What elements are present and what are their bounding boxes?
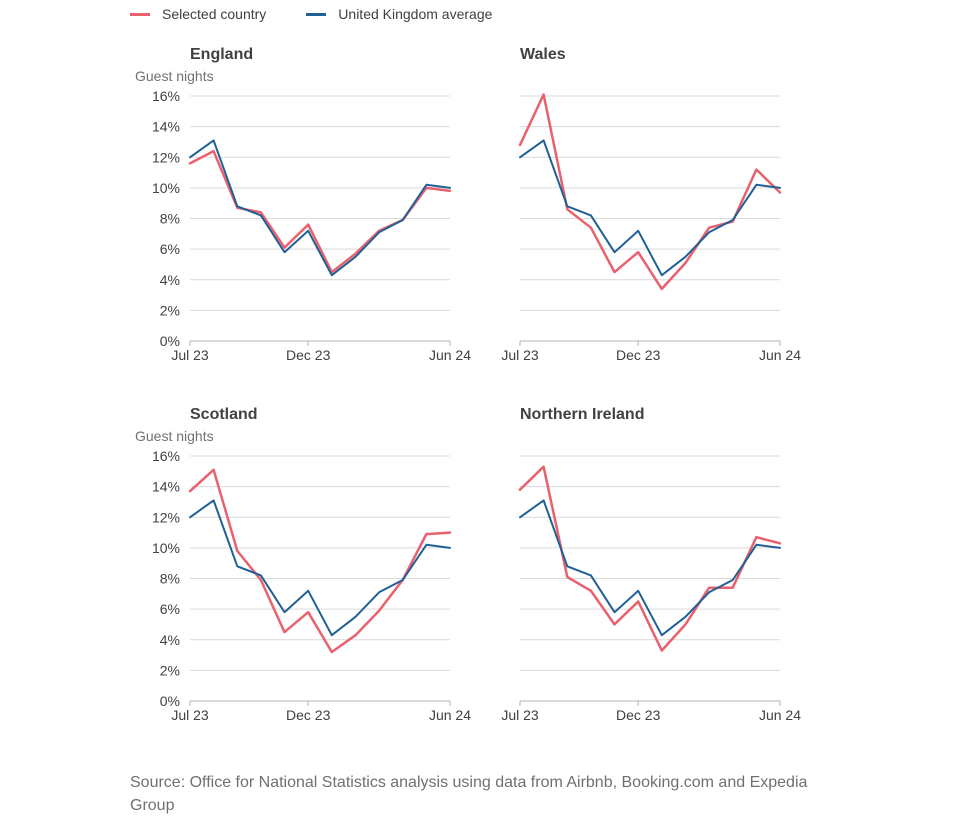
y-tick-label: 14% xyxy=(152,479,180,495)
y-tick-label: 0% xyxy=(160,333,180,349)
x-tick-label: Dec 23 xyxy=(616,707,661,723)
x-tick-label: Jun 24 xyxy=(759,347,801,363)
y-tick-label: 6% xyxy=(160,601,180,617)
x-tick-label: Jul 23 xyxy=(171,347,209,363)
x-tick-label: Dec 23 xyxy=(286,707,331,723)
x-tick-label: Jul 23 xyxy=(501,707,539,723)
series-line-selected-country xyxy=(518,465,782,652)
series-line-uk-average xyxy=(189,499,451,637)
y-tick-label: 4% xyxy=(160,272,180,288)
series-line-uk-average xyxy=(519,499,781,637)
x-tick-label: Dec 23 xyxy=(616,347,661,363)
legend: Selected country United Kingdom average xyxy=(130,6,492,22)
legend-swatch-average xyxy=(306,12,327,16)
panel-title: Scotland xyxy=(190,406,258,423)
small-multiples-chart: England Guest nights 0% 2% 4% 6% 8% 10% 12% 14% 16… xyxy=(135,46,801,723)
x-tick-label: Jul 23 xyxy=(501,347,539,363)
y-tick-label: 10% xyxy=(152,540,180,556)
panel-title: Wales xyxy=(520,46,566,63)
series-line-uk-average xyxy=(189,139,451,277)
legend-swatch-selected xyxy=(130,12,150,16)
y-tick-label: 2% xyxy=(160,302,180,318)
legend-item-average: United Kingdom average xyxy=(306,6,492,22)
panel-title: England xyxy=(190,46,253,63)
y-tick-label: 4% xyxy=(160,632,180,648)
x-tick-label: Jun 24 xyxy=(759,707,801,723)
legend-label-average: United Kingdom average xyxy=(338,6,493,22)
y-axis-label: Guest nights xyxy=(135,428,214,444)
legend-item-selected: Selected country xyxy=(130,6,266,22)
x-tick-label: Jul 23 xyxy=(171,707,209,723)
y-tick-label: 8% xyxy=(160,571,180,587)
y-tick-label: 12% xyxy=(152,149,180,165)
x-tick-label: Jun 24 xyxy=(429,707,471,723)
series-line-uk-average xyxy=(519,139,781,277)
y-tick-label: 16% xyxy=(152,448,180,464)
source-note: Source: Office for National Statistics a… xyxy=(130,774,808,814)
y-tick-label: 10% xyxy=(152,180,180,196)
y-tick-label: 12% xyxy=(152,509,180,525)
panel-title: Northern Ireland xyxy=(520,406,644,423)
legend-label-selected: Selected country xyxy=(162,6,267,22)
y-tick-label: 2% xyxy=(160,662,180,678)
y-tick-label: 6% xyxy=(160,241,180,257)
series-line-selected-country xyxy=(188,468,452,654)
series-line-selected-country xyxy=(518,93,782,291)
y-tick-label: 14% xyxy=(152,119,180,135)
y-tick-label: 16% xyxy=(152,88,180,104)
x-tick-label: Jun 24 xyxy=(429,347,471,363)
x-tick-label: Dec 23 xyxy=(286,347,331,363)
y-tick-label: 0% xyxy=(160,693,180,709)
y-axis-label: Guest nights xyxy=(135,68,214,84)
y-tick-label: 8% xyxy=(160,211,180,227)
